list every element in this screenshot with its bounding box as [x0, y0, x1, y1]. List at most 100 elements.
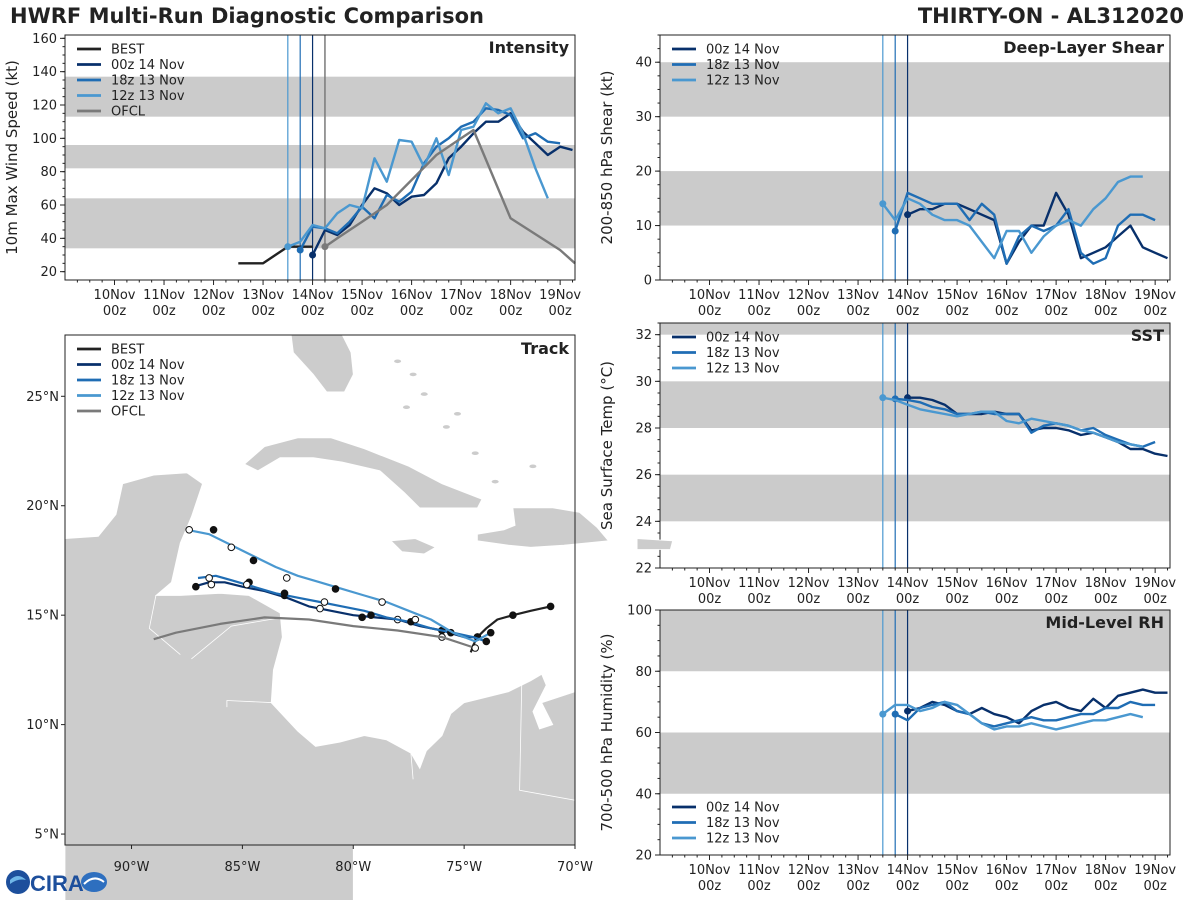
- sst-band: [660, 474, 1170, 522]
- sst-ytick-label: 24: [635, 515, 652, 530]
- globe-icon: [6, 870, 30, 894]
- sst-frame: [659, 322, 1171, 569]
- sst-xtick-day-label: 19Nov: [1134, 576, 1176, 591]
- track-position-marker: [509, 611, 517, 619]
- shear-ytick-label: 40: [635, 56, 652, 71]
- track-frame: [64, 334, 576, 846]
- jamaica-landmass: [390, 538, 437, 555]
- intensity-ytick-label: 100: [32, 132, 57, 147]
- intensity-series-start-marker: [284, 243, 292, 251]
- sst-xtick-hour-label: 00z: [1143, 592, 1167, 607]
- rh-legend-label: 18z 13 Nov: [706, 816, 780, 831]
- shear-xtick-day-label: 15Nov: [936, 288, 978, 303]
- track-lat-label: 15°N: [26, 609, 59, 624]
- small-island: [442, 425, 450, 429]
- rh-xtick-hour-label: 00z: [896, 879, 920, 894]
- intensity-series-start-marker: [309, 251, 317, 259]
- rh-xtick-day-label: 14Nov: [887, 863, 929, 878]
- shear-xtick-day-label: 13Nov: [837, 288, 879, 303]
- sst-xtick-day-label: 10Nov: [689, 576, 731, 591]
- sst-xtick-hour-label: 00z: [797, 592, 821, 607]
- intensity-xtick-hour-label: 00z: [499, 304, 523, 319]
- shear-xtick-hour-label: 00z: [995, 304, 1019, 319]
- country-border: [191, 617, 283, 660]
- sst-xtick-hour-label: 00z: [945, 592, 969, 607]
- intensity-legend-label: BEST: [111, 43, 144, 58]
- track-position-marker: [192, 582, 200, 591]
- rh-xtick-hour-label: 00z: [1143, 879, 1167, 894]
- rh-xtick-hour-label: 00z: [945, 879, 969, 894]
- shear-xtick-day-label: 14Nov: [887, 288, 929, 303]
- florida-landmass: [290, 334, 354, 393]
- intensity-legend-label: OFCL: [111, 105, 146, 120]
- intensity-xtick-day-label: 16Nov: [391, 288, 433, 303]
- intensity-panel: 2040608010012014016010Nov00z11Nov00z12No…: [3, 32, 581, 319]
- sst-legend-label: 00z 14 Nov: [706, 331, 780, 346]
- intensity-xtick-hour-label: 00z: [103, 304, 127, 319]
- track-best: [469, 605, 551, 653]
- small-island: [471, 451, 479, 455]
- track-position-marker: [486, 628, 495, 637]
- shear-xtick-day-label: 16Nov: [986, 288, 1028, 303]
- small-island: [394, 359, 402, 364]
- sst-ytick-label: 28: [635, 422, 652, 437]
- intensity-series-start-marker: [296, 246, 304, 254]
- intensity-xtick-hour-label: 00z: [400, 304, 424, 319]
- track-position-marker: [331, 585, 340, 593]
- track-panel: 90°W 85°W 80°W 75°W 70°W 5°N 10°N 15°N 20°N 25°N T…: [26, 334, 674, 900]
- shear-xtick-day-label: 17Nov: [1035, 288, 1077, 303]
- intensity-ylabel: 10m Max Wind Speed (kt): [3, 60, 21, 255]
- rh-ytick-label: 80: [635, 665, 652, 680]
- sst-xtick-hour-label: 00z: [846, 592, 870, 607]
- track-legend-label: 00z 14 Nov: [111, 358, 185, 373]
- intensity-xtick-hour-label: 00z: [251, 304, 275, 319]
- track-position-marker: [282, 574, 291, 582]
- shear-xtick-hour-label: 00z: [698, 304, 722, 319]
- rh-title: Mid-Level RH: [1045, 613, 1164, 632]
- rh-ytick-label: 40: [635, 787, 652, 802]
- shear-xtick-hour-label: 00z: [797, 304, 821, 319]
- shear-series-12z-13-nov: [881, 175, 1143, 260]
- country-border: [410, 753, 414, 780]
- rh-xtick-hour-label: 00z: [797, 879, 821, 894]
- intensity-ytick-label: 160: [32, 32, 57, 47]
- rh-ytick-label: 60: [635, 726, 652, 741]
- intensity-legend-label: 18z 13 Nov: [111, 74, 185, 89]
- shear-xtick-hour-label: 00z: [896, 304, 920, 319]
- rh-xtick-day-label: 16Nov: [986, 863, 1028, 878]
- country-border: [226, 700, 274, 708]
- rh-band: [660, 610, 1170, 672]
- intensity-xtick-day-label: 17Nov: [440, 288, 482, 303]
- rh-series-00z-14-nov: [907, 688, 1168, 725]
- rh-series-start-marker: [904, 707, 912, 715]
- track-12z-13-nov: [186, 528, 492, 643]
- track-position-marker: [358, 613, 366, 622]
- intensity-ytick-label: 40: [40, 232, 57, 247]
- storm-identifier: THIRTY-ON - AL312020: [917, 4, 1184, 28]
- intensity-legend-label: 12z 13 Nov: [111, 89, 185, 104]
- shear-xtick-day-label: 12Nov: [788, 288, 830, 303]
- sst-legend-label: 18z 13 Nov: [706, 346, 780, 361]
- country-border: [148, 595, 181, 655]
- track-lon-label: 80°W: [335, 860, 371, 875]
- shear-ylabel: 200-850 hPa Shear (kt): [598, 71, 616, 245]
- sst-xtick-day-label: 13Nov: [837, 576, 879, 591]
- intensity-ytick-label: 60: [40, 199, 57, 214]
- intensity-xtick-day-label: 11Nov: [143, 288, 185, 303]
- track-position-marker: [471, 644, 480, 652]
- rh-legend-label: 00z 14 Nov: [706, 801, 780, 816]
- shear-xtick-day-label: 18Nov: [1085, 288, 1127, 303]
- track-position-marker: [546, 602, 555, 611]
- track-title: Track: [521, 339, 569, 358]
- shear-ytick-label: 30: [635, 110, 652, 125]
- track-lat-label: 25°N: [26, 390, 59, 405]
- track-lat-label: 20°N: [26, 499, 59, 514]
- track-position-marker: [185, 526, 193, 534]
- rh-xtick-hour-label: 00z: [747, 879, 771, 894]
- sst-title: SST: [1131, 326, 1164, 345]
- sst-ylabel: Sea Surface Temp (°C): [598, 361, 616, 530]
- rh-xtick-day-label: 12Nov: [788, 863, 830, 878]
- track-lat-label: 10°N: [26, 718, 59, 733]
- shear-legend-label: 00z 14 Nov: [706, 43, 780, 58]
- rh-xtick-hour-label: 00z: [698, 879, 722, 894]
